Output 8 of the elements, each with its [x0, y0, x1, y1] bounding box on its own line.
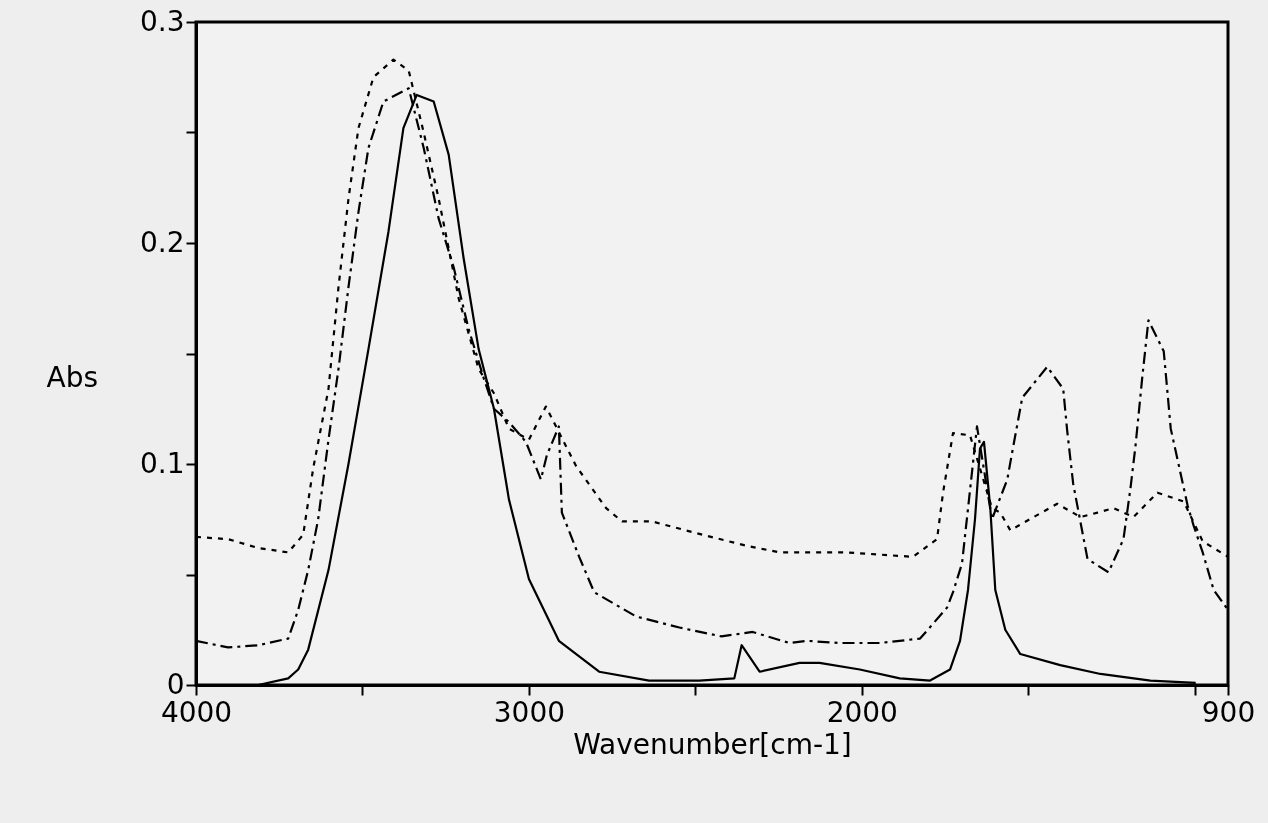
x-tick-label: 2000	[826, 695, 898, 729]
x-axis-title: Wavenumber[cm-1]	[573, 727, 852, 761]
x-tick-label: 3000	[493, 695, 566, 729]
y-tick-label: 0.3	[139, 4, 185, 38]
y-tick-label: 0.2	[139, 225, 185, 259]
x-tick-label: 900	[1201, 695, 1256, 729]
y-tick-label: 0.1	[139, 446, 185, 480]
y-axis-title: Abs	[46, 360, 99, 394]
